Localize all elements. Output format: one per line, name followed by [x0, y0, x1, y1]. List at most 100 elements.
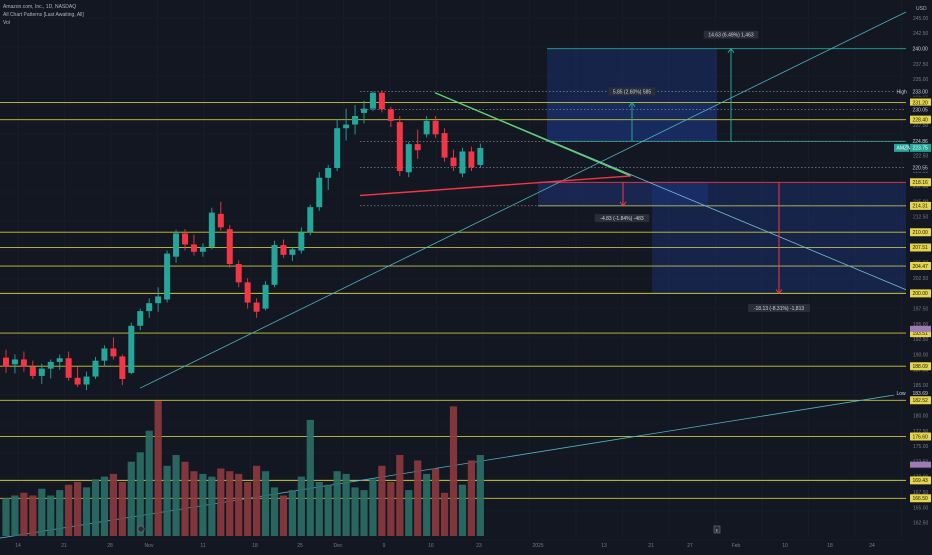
candle-up	[47, 361, 54, 369]
symbol-title[interactable]: Amazon.com, Inc., 1D, NASDAQ	[3, 4, 77, 10]
candle-up	[334, 128, 341, 168]
volume-bar	[396, 455, 404, 536]
time-tick: 13	[601, 543, 607, 549]
candle-down	[450, 157, 457, 167]
time-tick: 21	[648, 543, 654, 549]
projection-label-bg	[608, 87, 656, 96]
price-badge	[910, 105, 931, 114]
volume-bar	[56, 490, 64, 536]
volume-bar	[476, 455, 484, 536]
time-tick: 25	[297, 543, 303, 549]
candle-down	[65, 358, 72, 378]
price-badge	[910, 143, 931, 152]
candle-down	[244, 282, 251, 303]
candle-up	[83, 376, 90, 385]
price-badge	[910, 228, 931, 237]
time-tick: 14	[15, 543, 21, 549]
price-tick: 165.00	[913, 505, 929, 511]
candle-down	[253, 302, 260, 312]
price-tick: 222.50	[913, 154, 929, 160]
price-badge-label: 228.40	[913, 117, 929, 123]
price-badge-label: 193.51	[913, 331, 929, 337]
arrow-up-large-head	[727, 47, 735, 54]
volume-bar	[342, 473, 350, 536]
candle-up	[92, 360, 99, 377]
volume-bar	[324, 484, 332, 536]
price-badge	[910, 396, 931, 405]
candle-down	[29, 366, 36, 376]
candle-up	[352, 115, 359, 125]
volume-bar	[65, 484, 73, 536]
volume-bar	[208, 476, 216, 536]
price-badge-label: AMZN	[897, 146, 912, 152]
candle-up	[361, 108, 367, 113]
candle-down	[110, 348, 117, 357]
volume-bar	[127, 461, 135, 536]
price-badge-label: 240.00	[913, 47, 929, 53]
price-tick: 242.50	[913, 31, 929, 37]
price-badge-label: 166.50	[913, 496, 929, 502]
price-tick: 202.50	[913, 276, 929, 282]
volume-bar	[2, 498, 10, 536]
candle-down	[226, 229, 233, 265]
legend: Amazon.com, Inc., 1D, NASDAQ All Chart P…	[3, 3, 84, 27]
volume-bar	[38, 488, 46, 536]
price-badge	[910, 115, 931, 124]
projection-measures: 14.63 (6.49%) 1,463 5.85 (2.60%) 585 -4.83…	[594, 30, 810, 313]
candle-up	[459, 151, 466, 174]
candle-up	[289, 249, 296, 255]
volume-bar	[279, 495, 288, 536]
candle-up	[164, 253, 171, 300]
volume-bar	[387, 482, 395, 536]
price-badge	[910, 44, 931, 53]
price-badge-label: 220.55	[913, 165, 929, 171]
time-tick: Feb	[732, 543, 741, 549]
price-badge-label: Low	[897, 391, 907, 397]
volume-bar	[449, 406, 458, 536]
candle-up	[199, 246, 206, 252]
price-badge-label: 231.20	[913, 100, 929, 106]
volume-bar	[315, 482, 323, 536]
projection-label: -18.13 (-8.31%) -1,813	[754, 306, 805, 312]
projection-label-bg	[703, 30, 759, 39]
price-badge-label: 169.43	[913, 478, 929, 484]
volume-bar	[11, 495, 19, 536]
volume-bar	[190, 471, 198, 536]
volume-bar	[432, 468, 440, 536]
price-badge	[910, 362, 931, 371]
candle-down	[378, 92, 385, 110]
price-badge	[894, 87, 909, 96]
candle-down	[217, 213, 224, 228]
volume-bar	[136, 452, 144, 536]
candle-up	[11, 359, 18, 365]
earnings-marker-label: E	[716, 528, 719, 533]
price-tick: 187.50	[913, 368, 929, 374]
volume-bar	[199, 473, 207, 536]
price-badge	[910, 87, 931, 96]
volume-bar	[217, 468, 225, 536]
candle-up	[137, 311, 144, 326]
candle-up	[56, 358, 63, 362]
price-tick: 180.00	[913, 414, 929, 420]
price-tick: 245.00	[913, 16, 929, 22]
price-badge	[910, 137, 931, 146]
price-badge	[910, 494, 931, 503]
price-badge-label: 207.51	[913, 245, 929, 251]
volume-title[interactable]: Vol	[3, 20, 10, 26]
indicator-title[interactable]: All Chart Patterns [Last Awaiting, All]	[3, 12, 84, 18]
price-badge-label: 224.86	[913, 139, 929, 145]
volume-bar	[235, 473, 243, 536]
candle-up	[128, 325, 135, 373]
time-tick: 11	[200, 543, 205, 549]
trendline-rising	[139, 11, 907, 389]
price-tick: 177.50	[913, 429, 929, 435]
time-tick: 18	[827, 543, 833, 549]
price-tick: 237.50	[913, 62, 929, 68]
price-badge-label: 218.16	[913, 180, 929, 186]
price-badge	[910, 163, 931, 172]
price-badge	[910, 201, 931, 210]
price-tick: 212.50	[913, 215, 929, 221]
volume-bar	[82, 487, 91, 536]
